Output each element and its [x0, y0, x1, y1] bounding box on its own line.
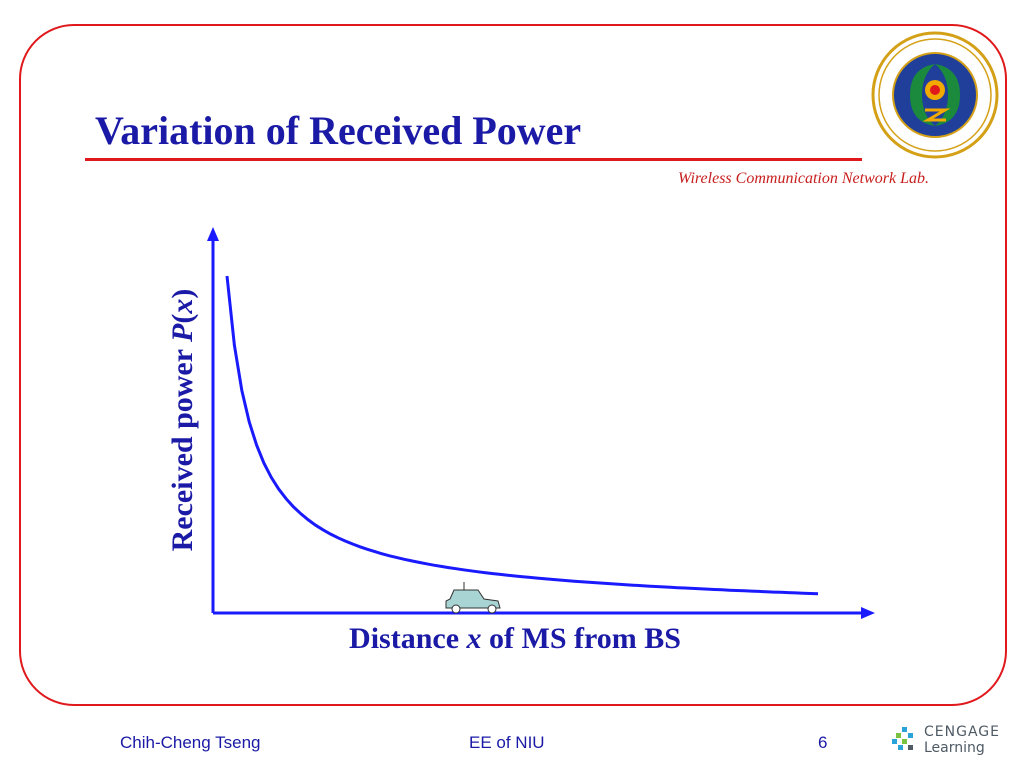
slide-frame	[19, 24, 1007, 706]
cengage-wordmark: CENGAGE	[924, 724, 1000, 740]
lab-name: Wireless Communication Network Lab.	[678, 170, 929, 187]
title-underline	[85, 158, 862, 161]
y-axis-label: Received power P(x)	[166, 288, 199, 552]
cengage-learning-logo: CENGAGE Learning	[890, 722, 1015, 762]
footer-page-number: 6	[818, 733, 828, 752]
power-decay-curve	[225, 275, 819, 596]
slide-title: Variation of Received Power	[95, 108, 582, 153]
university-seal-logo	[871, 31, 999, 159]
footer-course: EE of NIU	[469, 733, 545, 752]
footer-author: Chih-Cheng Tseng	[120, 733, 261, 752]
cengage-mark-icon	[892, 727, 913, 750]
car-icon	[445, 582, 501, 614]
learning-wordmark: Learning	[924, 740, 985, 756]
x-axis-label: Distance x of MS from BS	[349, 622, 681, 655]
